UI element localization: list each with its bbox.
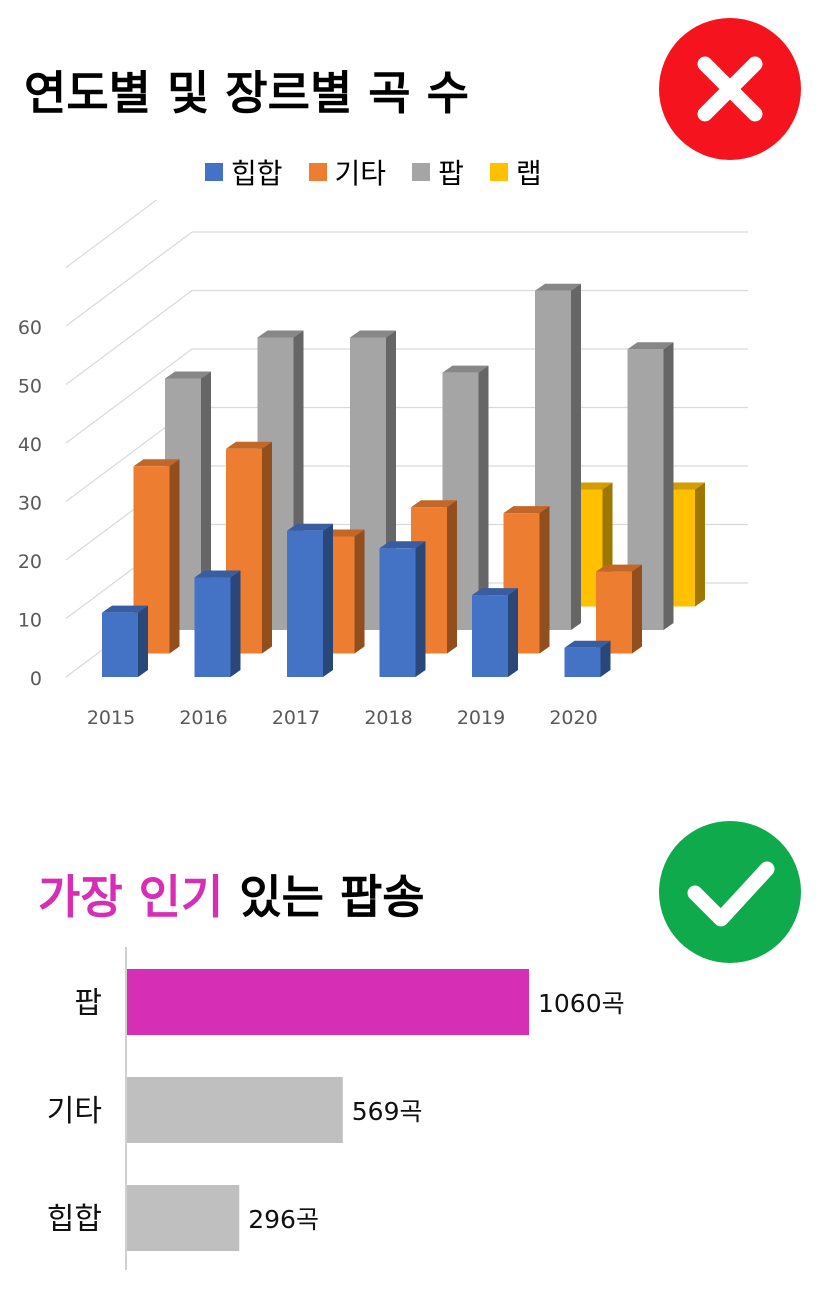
bar-side [632, 564, 642, 654]
bar-front [564, 647, 601, 677]
legend-swatch-rap [489, 163, 508, 181]
bar-top [287, 523, 333, 531]
gridline-side [65, 348, 193, 444]
bar-front [194, 577, 231, 677]
bar [287, 523, 333, 677]
legend-item-hiphop: 힙합 [205, 152, 283, 192]
bar-front [472, 595, 508, 677]
bar-chart-3d: 0 10 20 30 40 50 60 2015 2016 2017 2018 2019 2020 [18, 200, 748, 729]
bar-side [262, 441, 272, 654]
bar-top [133, 459, 180, 467]
gridline-side [65, 231, 193, 327]
bar [596, 564, 642, 654]
legend-label-other: 기타 [334, 157, 387, 190]
bar-top [350, 330, 396, 338]
chart-title-genres-by-year: 연도별 및 장르별 곡 수 [24, 66, 469, 120]
bar-top [226, 441, 272, 449]
value-label: 296곡 [248, 1205, 319, 1234]
bar-top [165, 371, 211, 379]
bar-top [503, 506, 550, 514]
bar-top [472, 588, 518, 596]
y-tick-label: 0 [30, 668, 42, 690]
legend-label-rap: 랩 [515, 157, 542, 190]
legend-swatch-pop [412, 163, 431, 181]
bar-side [138, 605, 148, 677]
x-tick-label: 2018 [364, 707, 412, 729]
legend-label-pop: 팝 [438, 157, 464, 190]
value-label: 569곡 [352, 1097, 423, 1126]
bar-side [600, 640, 611, 677]
bar [102, 605, 148, 677]
bar-side [571, 283, 581, 630]
legend-item-other: 기타 [308, 152, 387, 192]
bar-side [478, 365, 489, 630]
legend-item-pop: 팝 [412, 152, 464, 192]
check-icon [659, 821, 801, 963]
legend-label-hiphop: 힙합 [231, 157, 283, 190]
bar-top [535, 283, 581, 291]
x-tick-label: 2019 [457, 707, 505, 729]
y-tick-label: 10 [18, 610, 42, 632]
category-label: 힙합 [47, 1202, 102, 1237]
bar-top [564, 640, 611, 648]
gridline-side [65, 200, 158, 268]
bar-side [323, 523, 333, 677]
bar-top [379, 541, 426, 549]
bar-side [169, 459, 180, 654]
chart-title-popular: 가장 인기 있는 팝송 [38, 874, 425, 920]
legend-swatch-hiphop [205, 163, 223, 181]
x-tick-label: 2016 [179, 707, 227, 729]
y-tick-label: 30 [18, 493, 42, 515]
bar-side [447, 500, 457, 654]
bar-top [102, 605, 148, 613]
bar-front [102, 612, 138, 677]
value-label: 1060곡 [538, 989, 625, 1018]
bar-side [415, 541, 426, 677]
bar-side [354, 529, 365, 654]
category-label: 기타 [47, 1094, 102, 1129]
x-icon [659, 18, 801, 160]
y-tick-label: 40 [18, 434, 42, 456]
y-tick-label: 60 [18, 317, 42, 339]
legend-item-rap: 랩 [489, 152, 542, 192]
bar [564, 640, 611, 677]
bar-side [663, 342, 674, 630]
bar [194, 570, 241, 677]
bar-top [194, 570, 241, 578]
bar-top [596, 564, 642, 572]
bar [127, 1185, 240, 1251]
bar [472, 588, 518, 677]
category-label: 팝 [74, 986, 102, 1021]
legend-swatch-other [308, 163, 327, 181]
bar-front [379, 548, 416, 677]
bar [127, 969, 529, 1035]
bar-front [596, 571, 632, 654]
bar-side [201, 371, 211, 630]
title-highlight: 가장 인기 [38, 870, 224, 924]
legend: 힙합 기타 팝 랩 [205, 152, 542, 192]
x-tick-label: 2020 [549, 707, 597, 729]
bar-side [539, 506, 550, 654]
bar-side [230, 570, 241, 677]
bar [379, 541, 426, 677]
bar-side [695, 482, 705, 607]
title-rest: 있는 팝송 [223, 870, 425, 924]
bar-top [411, 500, 457, 508]
x-tick-label: 2017 [272, 707, 320, 729]
gridline-side [65, 290, 193, 385]
bar-top [627, 342, 674, 350]
x-tick-label: 2015 [87, 707, 135, 729]
bar-side [508, 588, 518, 677]
bar-front [287, 530, 323, 677]
bar-top [442, 365, 489, 373]
y-tick-label: 50 [18, 376, 42, 398]
bar-top [257, 330, 304, 338]
bar [127, 1077, 343, 1143]
y-tick-label: 20 [18, 551, 42, 573]
